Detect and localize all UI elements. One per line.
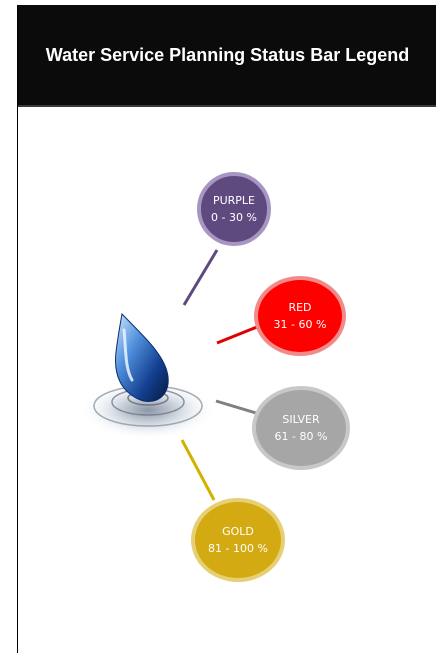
legend-range: 61 - 80 %	[274, 430, 328, 443]
connector-purple	[182, 249, 219, 306]
water-drop-icon	[80, 312, 216, 440]
legend-bubble-red: RED 31 - 60 %	[254, 276, 346, 356]
connector-gold	[180, 439, 216, 501]
header: Water Service Planning Status Bar Legend	[18, 5, 436, 107]
legend-range: 0 - 30 %	[211, 211, 257, 224]
connector-red	[216, 325, 258, 345]
legend-bubble-gold: GOLD 81 - 100 %	[191, 498, 285, 582]
connector-silver	[215, 399, 257, 415]
legend-color-name: PURPLE	[212, 194, 256, 207]
legend-range: 81 - 100 %	[208, 542, 268, 555]
legend-bubble-silver: SILVER 61 - 80 %	[252, 386, 350, 470]
legend-color-name: SILVER	[282, 413, 320, 426]
legend-color-name: GOLD	[222, 525, 254, 538]
legend-range: 31 - 60 %	[273, 318, 327, 331]
legend-bubble-purple: PURPLE 0 - 30 %	[197, 172, 271, 246]
page-title: Water Service Planning Status Bar Legend	[45, 44, 410, 65]
legend-color-name: RED	[288, 301, 312, 314]
